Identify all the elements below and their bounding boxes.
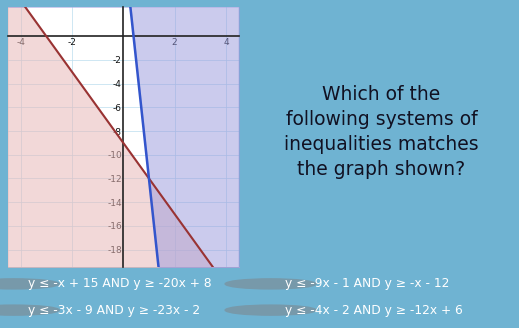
Text: Which of the
following systems of
inequalities matches
the graph shown?: Which of the following systems of inequa… bbox=[284, 85, 479, 179]
Text: y ≤ -4x - 2 AND y ≥ -12x + 6: y ≤ -4x - 2 AND y ≥ -12x + 6 bbox=[285, 304, 463, 317]
Circle shape bbox=[0, 305, 59, 315]
Circle shape bbox=[0, 279, 59, 289]
Text: y ≤ -x + 15 AND y ≥ -20x + 8: y ≤ -x + 15 AND y ≥ -20x + 8 bbox=[28, 277, 212, 290]
Text: y ≤ -9x - 1 AND y ≥ -x - 12: y ≤ -9x - 1 AND y ≥ -x - 12 bbox=[285, 277, 449, 290]
Circle shape bbox=[225, 279, 316, 289]
Circle shape bbox=[225, 305, 316, 315]
Text: y ≤ -3x - 9 AND y ≥ -23x - 2: y ≤ -3x - 9 AND y ≥ -23x - 2 bbox=[28, 304, 200, 317]
